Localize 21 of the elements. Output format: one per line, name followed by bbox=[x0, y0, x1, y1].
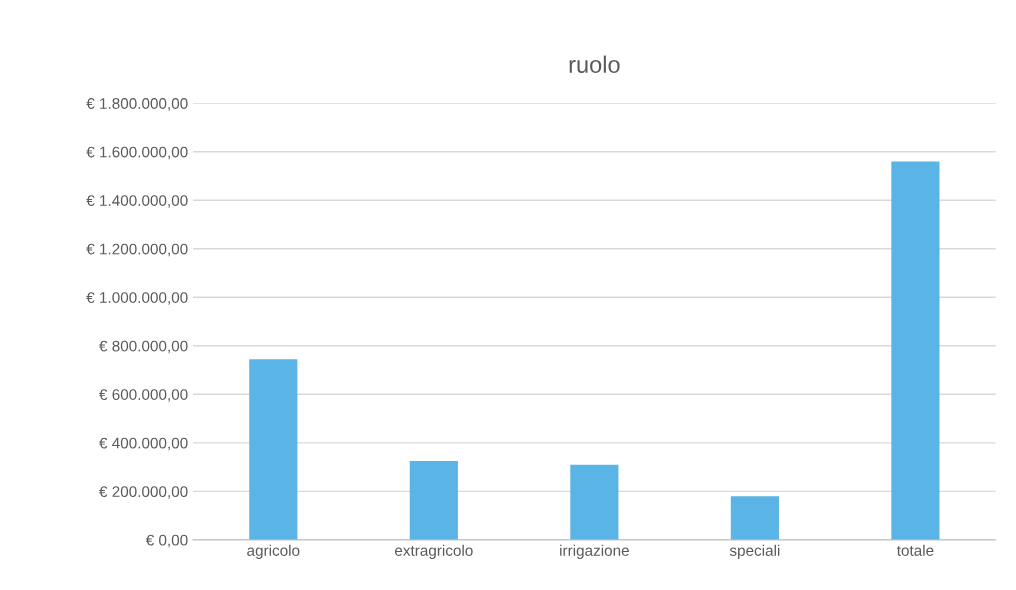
y-tick-label: € 0,00 bbox=[145, 534, 188, 548]
y-tick-label: € 200.000,00 bbox=[99, 486, 188, 499]
bar bbox=[249, 359, 298, 540]
bar bbox=[409, 461, 458, 540]
y-tick-label: € 1.000.000,00 bbox=[86, 292, 188, 305]
y-tick-label: € 1.200.000,00 bbox=[86, 243, 188, 257]
y-tick-label: € 1.600.000,00 bbox=[86, 146, 188, 160]
y-tick-label: € 1.400.000,00 bbox=[86, 195, 188, 208]
y-tick-label: € 800.000,00 bbox=[99, 340, 188, 354]
x-tick-label: speciali bbox=[729, 544, 780, 559]
y-tick-label: € 400.000,00 bbox=[99, 437, 188, 451]
x-tick-label: totale bbox=[896, 544, 934, 556]
bar bbox=[570, 464, 619, 540]
bar bbox=[730, 496, 779, 540]
y-tick-label: € 600.000,00 bbox=[99, 389, 188, 402]
chart-title: ruolo bbox=[569, 55, 620, 73]
x-tick-label: extragricolo bbox=[395, 544, 473, 559]
x-tick-label: irrigazione bbox=[560, 544, 629, 559]
x-tick-label: agricolo bbox=[247, 544, 300, 559]
y-tick-label: € 1.800.000,00 bbox=[86, 98, 188, 111]
bar bbox=[891, 161, 940, 540]
